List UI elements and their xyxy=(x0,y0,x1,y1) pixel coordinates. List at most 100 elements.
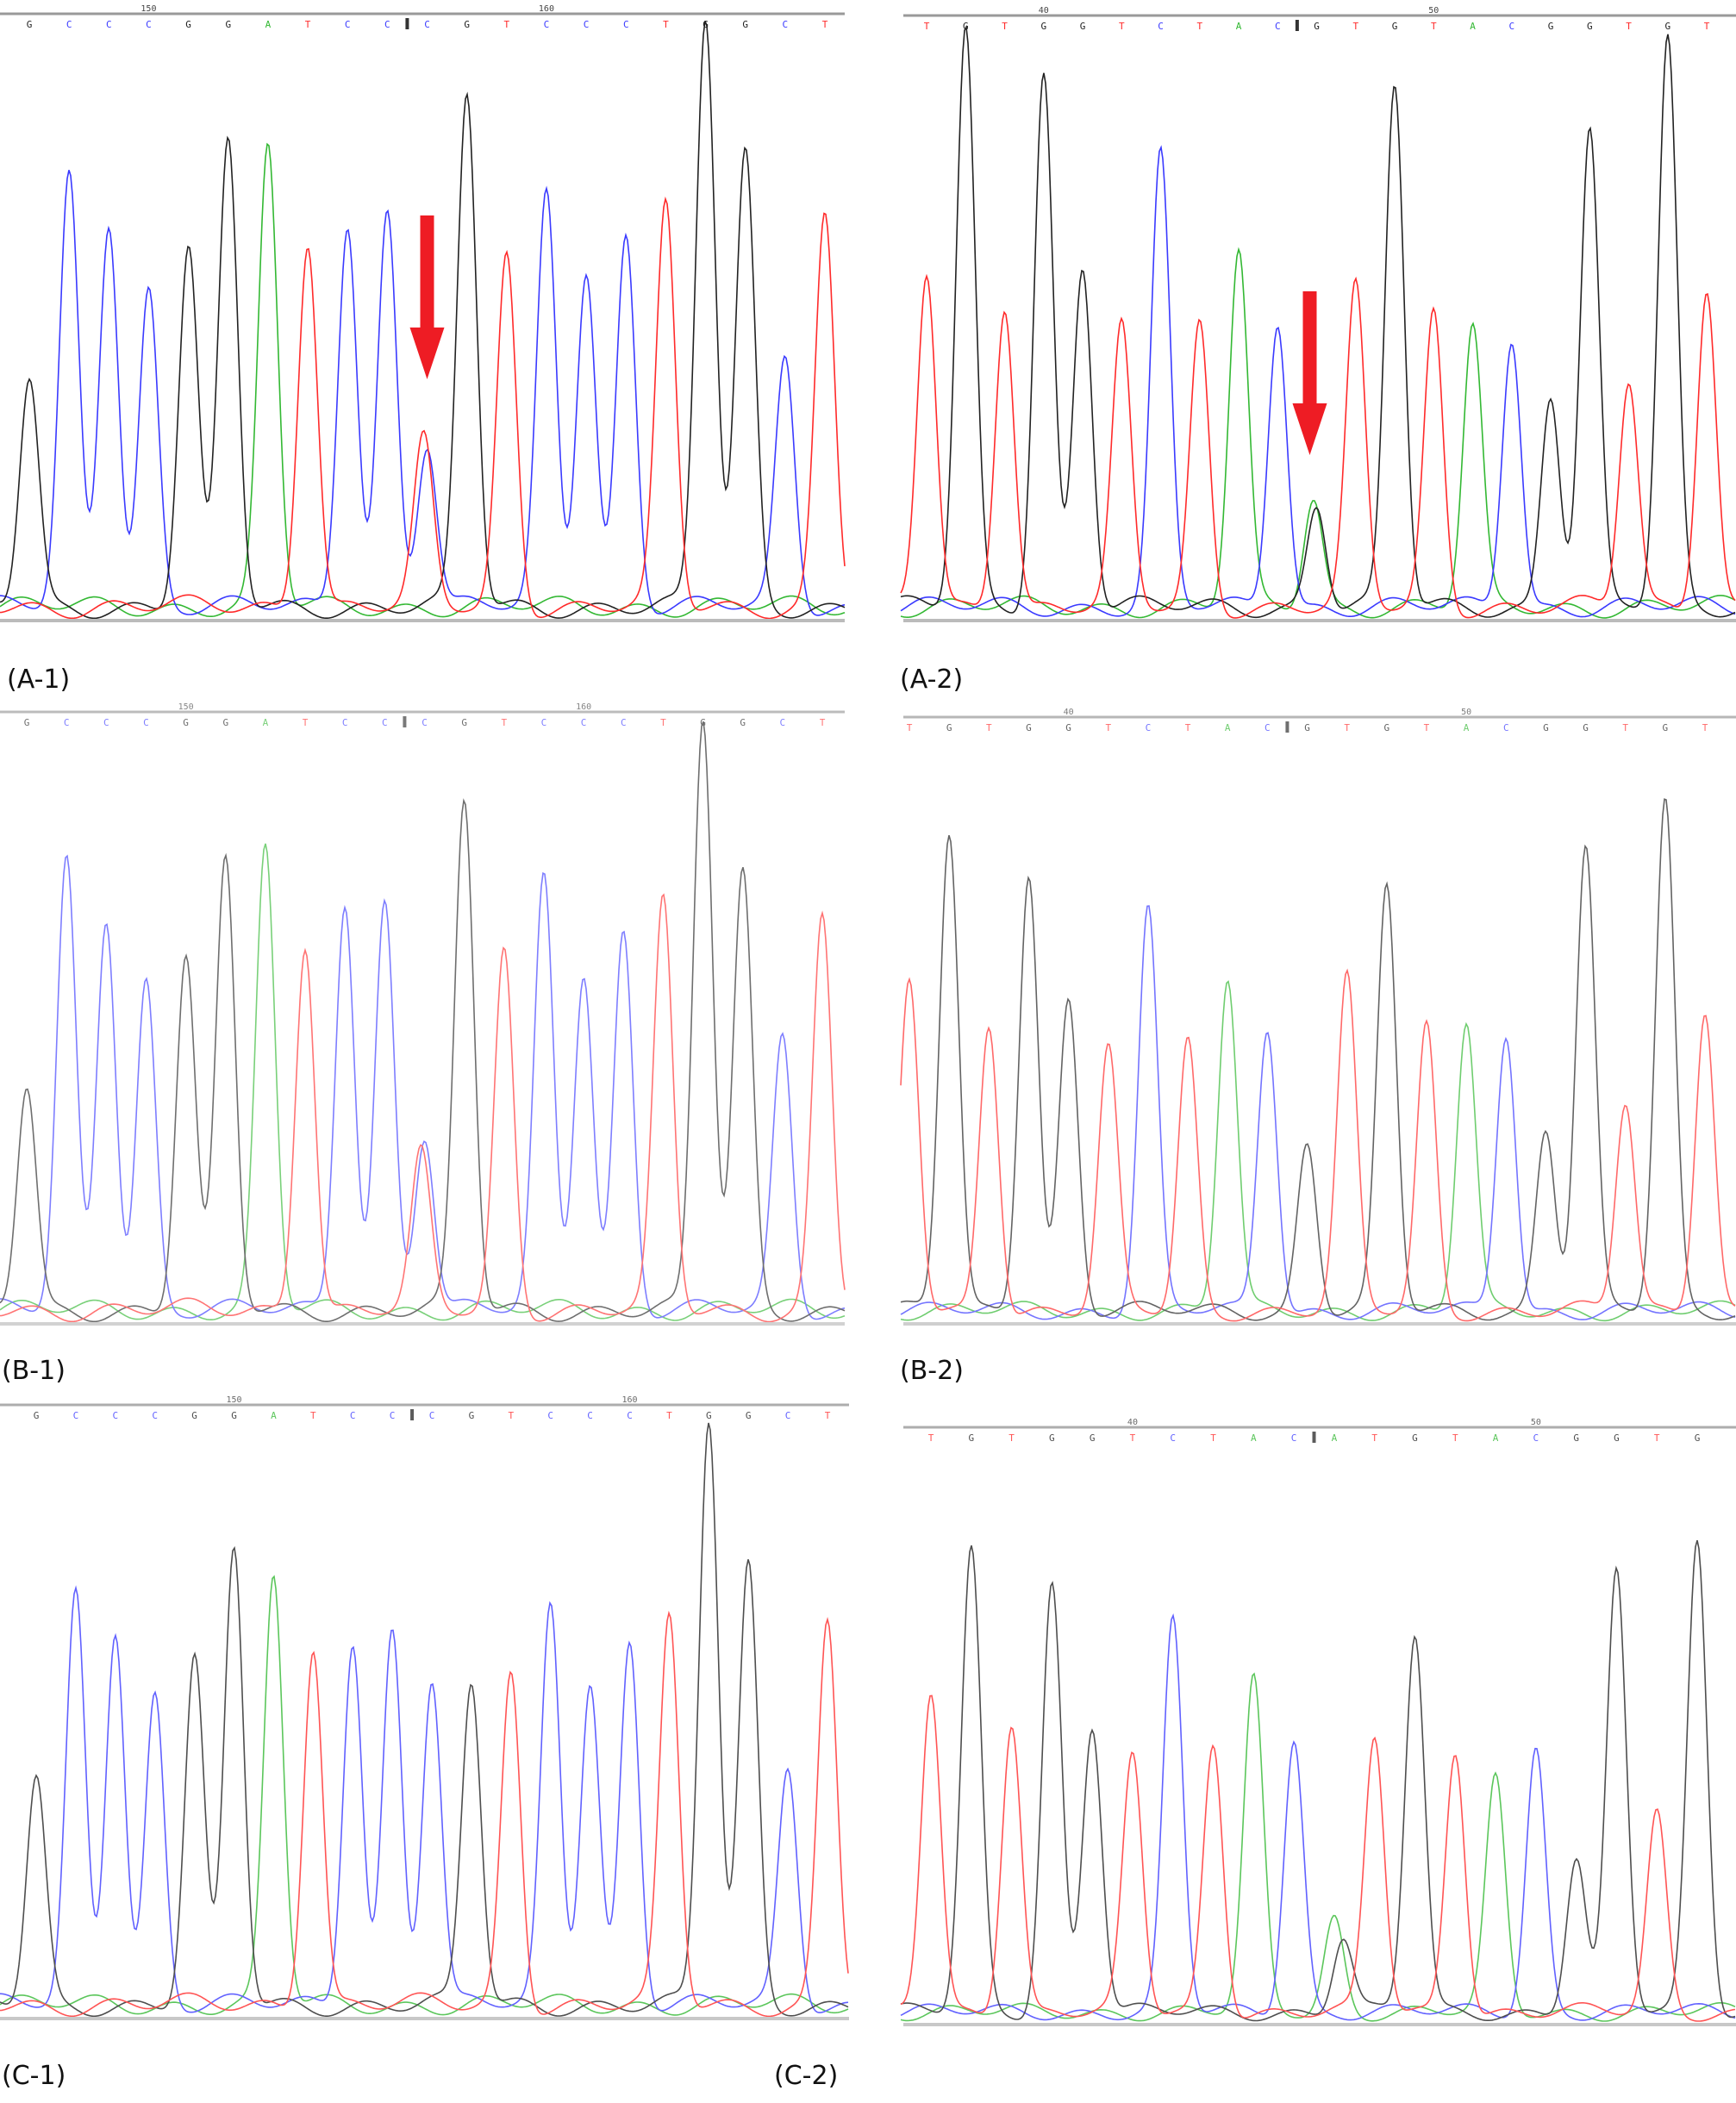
base-call-T: T xyxy=(1185,722,1191,733)
base-call-T: T xyxy=(305,19,311,30)
ruler-position-label: 50 xyxy=(1531,1418,1541,1427)
base-call-T: T xyxy=(1130,1432,1136,1444)
ruler-position-label: 50 xyxy=(1428,6,1439,16)
base-call-T: T xyxy=(666,1410,672,1421)
chromatogram-panel-b-2: 40 50 T G T G G T C T A C G T G T A C G G T G T xyxy=(900,708,1736,1326)
chromatogram-panel-a-1: 150 160 G C C C G G A T C C C G T C C C T G G C T xyxy=(0,4,846,622)
base-call-C: C xyxy=(424,19,430,30)
trace-C xyxy=(0,1585,849,2013)
base-call-G: G xyxy=(464,19,470,30)
mutation-arrow-icon xyxy=(1292,291,1327,455)
base-call-C: C xyxy=(1275,21,1281,32)
base-call-C: C xyxy=(627,1410,633,1421)
trace-T xyxy=(900,1694,1736,2022)
base-call-C: C xyxy=(384,19,390,30)
base-call-C: C xyxy=(390,1410,396,1421)
base-call-A: A xyxy=(265,19,272,30)
base-call-G: G xyxy=(740,717,746,728)
trace-G xyxy=(0,721,846,1323)
base-call-C: C xyxy=(1291,1432,1297,1444)
base-call-G: G xyxy=(1049,1432,1055,1444)
chromatogram-panel-c-2: 40 50 T G T G G T C T A C A T G T A C G G T G xyxy=(900,1418,1736,2026)
base-call-G: G xyxy=(1026,722,1032,733)
base-call-G: G xyxy=(742,19,748,30)
cursor-marker xyxy=(1312,1432,1316,1443)
base-call-G: G xyxy=(1304,722,1310,733)
base-call-C: C xyxy=(64,717,70,728)
base-call-T: T xyxy=(907,722,913,733)
base-call-T: T xyxy=(508,1410,514,1421)
base-call-C: C xyxy=(73,1410,79,1421)
base-call-C: C xyxy=(1146,722,1152,733)
base-call-C: C xyxy=(103,717,109,728)
trace-G xyxy=(0,1422,849,2018)
ruler-position-label: 150 xyxy=(178,702,194,712)
base-call-G: G xyxy=(706,1410,712,1421)
base-call-C: C xyxy=(547,1410,553,1421)
base-call-C: C xyxy=(541,717,547,728)
base-call-C: C xyxy=(581,717,587,728)
base-call-T: T xyxy=(1622,722,1628,733)
trace-G xyxy=(900,24,1736,619)
base-call-G: G xyxy=(1548,21,1554,32)
base-call-A: A xyxy=(1251,1432,1257,1444)
base-call-T: T xyxy=(503,19,509,30)
base-call-C: C xyxy=(1170,1432,1176,1444)
cursor-marker xyxy=(1285,721,1290,733)
base-call-C: C xyxy=(1533,1432,1539,1444)
base-call-G: G xyxy=(24,717,30,728)
base-call-G: G xyxy=(1614,1432,1620,1444)
trace-A xyxy=(0,142,846,618)
ruler-position-label: 150 xyxy=(141,4,156,14)
chromatogram-panel-c-1: 150 160 G C C C G G A T C C C G T C C C T G G C T xyxy=(0,1395,849,2020)
base-call-A: A xyxy=(1470,21,1476,32)
trace-A xyxy=(0,843,846,1321)
base-call-A: A xyxy=(263,717,269,728)
ruler-position-label: 50 xyxy=(1461,708,1471,717)
base-call-T: T xyxy=(1452,1432,1458,1444)
base-call-G: G xyxy=(1583,722,1589,733)
trace-C xyxy=(900,1613,1736,2021)
base-call-T: T xyxy=(825,1410,831,1421)
base-call-G: G xyxy=(461,717,467,728)
cursor-marker xyxy=(403,716,407,727)
base-call-T: T xyxy=(663,19,669,30)
trace-T xyxy=(900,273,1736,619)
base-call-T: T xyxy=(822,19,828,30)
base-call-T: T xyxy=(1009,1432,1015,1444)
base-call-G: G xyxy=(1695,1432,1701,1444)
base-call-T: T xyxy=(310,1410,316,1421)
base-call-C: C xyxy=(587,1410,593,1421)
base-call-C: C xyxy=(623,19,629,30)
trace-G xyxy=(900,1539,1736,2022)
trace-A xyxy=(900,1672,1736,2022)
base-call-C: C xyxy=(146,19,152,30)
trace-A xyxy=(900,980,1736,1322)
trace-T xyxy=(0,196,846,620)
base-call-T: T xyxy=(303,717,309,728)
base-call-C: C xyxy=(1503,722,1509,733)
base-call-G: G xyxy=(746,1410,752,1421)
base-call-G: G xyxy=(185,19,191,30)
ruler-position-label: 160 xyxy=(621,1395,637,1405)
base-call-G: G xyxy=(27,19,33,30)
ruler-position-label: 160 xyxy=(539,4,554,14)
base-call-G: G xyxy=(1573,1432,1579,1444)
trace-C xyxy=(900,905,1736,1320)
base-call-G: G xyxy=(1065,722,1071,733)
trace-A xyxy=(900,246,1736,619)
base-call-G: G xyxy=(1314,21,1320,32)
base-call-T: T xyxy=(660,717,666,728)
base-call-C: C xyxy=(382,717,388,728)
base-call-C: C xyxy=(106,19,112,30)
trace-C xyxy=(0,170,846,616)
base-call-T: T xyxy=(1352,21,1358,32)
base-call-C: C xyxy=(429,1410,435,1421)
mutation-arrow-icon xyxy=(409,215,445,379)
base-call-C: C xyxy=(621,717,627,728)
base-call-T: T xyxy=(1002,21,1008,32)
base-call-C: C xyxy=(1265,722,1271,733)
base-call-G: G xyxy=(225,19,231,30)
